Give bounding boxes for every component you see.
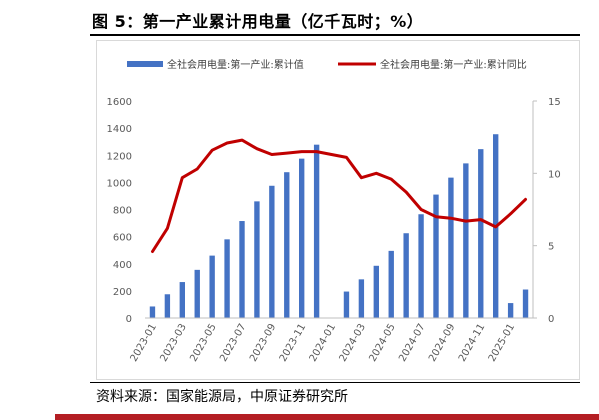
bar <box>507 303 514 318</box>
right-axis-tick-label: 5 <box>548 242 554 253</box>
source-rule <box>90 382 580 383</box>
bar <box>433 194 439 318</box>
yoy-line <box>151 138 527 253</box>
bar <box>358 279 365 318</box>
x-axis-tick-label: 2023-03 <box>158 322 188 364</box>
bar <box>343 291 350 318</box>
left-axis-tick-label: 600 <box>113 233 132 244</box>
bar <box>313 144 320 318</box>
left-axis: 0 200 400 600 800 1000 1200 1400 1600 <box>107 97 132 325</box>
right-axis-tick-label: 0 <box>548 314 554 325</box>
bar <box>209 255 215 318</box>
left-axis-tick-label: 1600 <box>107 97 132 108</box>
x-axis-tick-label: 2024-01 <box>308 322 338 364</box>
footer-accent-bar <box>55 414 599 420</box>
bar <box>194 269 200 318</box>
left-axis-tick-label: 200 <box>113 287 132 298</box>
title-rule <box>90 34 580 36</box>
bar <box>373 265 379 318</box>
figure-title: 图 5：第一产业累计用电量（亿千瓦时；%） <box>92 12 424 31</box>
bar <box>418 214 424 318</box>
bar <box>254 201 260 318</box>
legend-line-label: 全社会用电量:第一产业:累计同比 <box>380 58 527 71</box>
bar <box>463 163 469 318</box>
x-axis-tick-label: 2024-05 <box>367 322 397 364</box>
legend: 全社会用电量:第一产业:累计值 全社会用电量:第一产业:累计同比 <box>127 58 527 71</box>
right-axis-tick-label: 10 <box>548 169 561 180</box>
x-axis: 2023-01 2023-03 2023-05 2023-07 2023-09 2023-… <box>129 317 533 364</box>
x-axis-tick-label: 2023-05 <box>188 322 218 364</box>
line-series <box>151 138 527 253</box>
left-axis-tick-label: 1400 <box>107 124 132 135</box>
x-axis-tick-label: 2023-11 <box>278 322 308 364</box>
bar <box>164 294 171 318</box>
bar <box>179 282 185 318</box>
source-note: 资料来源：国家能源局，中原证券研究所 <box>96 389 348 405</box>
chart-frame <box>96 40 580 380</box>
bar <box>403 233 409 318</box>
bar <box>478 149 484 318</box>
left-axis-tick-label: 800 <box>113 206 132 217</box>
bar-series <box>149 134 529 318</box>
x-axis-tick-label: 2023-01 <box>129 322 159 364</box>
bar <box>224 239 230 318</box>
bar <box>388 250 394 318</box>
x-axis-tick-label: 2024-07 <box>397 322 427 364</box>
bar <box>149 306 156 318</box>
bar <box>284 172 290 318</box>
x-axis-tick-label: 2024-03 <box>338 322 368 364</box>
legend-bar-label: 全社会用电量:第一产业:累计值 <box>167 58 304 71</box>
right-axis: 0 5 10 15 <box>532 97 561 325</box>
bar <box>522 289 529 318</box>
legend-bar-swatch <box>127 61 163 67</box>
bar <box>269 185 275 318</box>
left-axis-tick-label: 1000 <box>107 178 132 189</box>
bar <box>239 221 245 318</box>
right-axis-tick-label: 15 <box>548 97 561 108</box>
bar <box>448 177 454 318</box>
x-axis-tick-label: 2025-01 <box>487 322 517 364</box>
left-axis-tick-label: 1200 <box>107 151 132 162</box>
bar <box>299 158 305 318</box>
left-axis-tick-label: 0 <box>126 314 132 325</box>
x-axis-tick-label: 2024-11 <box>457 322 487 364</box>
x-axis-tick-label: 2023-09 <box>248 322 278 364</box>
left-axis-tick-label: 400 <box>113 260 132 271</box>
x-axis-tick-label: 2024-09 <box>427 322 457 364</box>
x-axis-tick-label: 2023-07 <box>218 322 248 364</box>
